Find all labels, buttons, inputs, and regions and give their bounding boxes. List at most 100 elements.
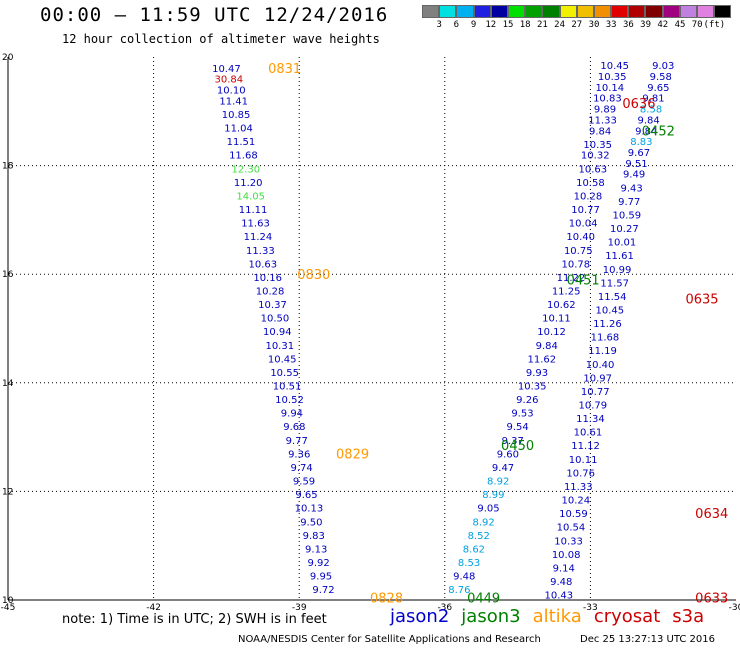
swh-value: 11.68: [591, 333, 620, 344]
swh-value: 9.03: [652, 61, 674, 72]
lon-tick-label: -45: [1, 603, 16, 613]
legend-label: 3: [436, 20, 442, 30]
legend-swatch-17: [714, 5, 732, 18]
swh-value: 9.77: [618, 197, 640, 208]
swh-value: 9.43: [621, 183, 643, 194]
pass-time-label: 0452: [642, 124, 675, 139]
swh-value: 11.33: [564, 482, 593, 493]
swh-value: 9.84: [536, 341, 558, 352]
legend-swatch-14: [662, 5, 680, 18]
swh-value: 9.81: [642, 94, 664, 105]
swh-value: 10.51: [273, 382, 302, 393]
swh-value: 9.74: [290, 463, 312, 474]
swh-value: 9.51: [625, 159, 647, 170]
legend-swatch-15: [679, 5, 697, 18]
swh-value: 9.65: [295, 490, 317, 501]
legend-labels: 3 6 9 12 15 18 21 24 27 30 33 36 39 42 45 70 (ft): [422, 18, 731, 32]
swh-value: 9.67: [628, 148, 650, 159]
legend-swatch-6: [525, 5, 543, 18]
swh-value: 11.12: [571, 441, 600, 452]
swh-value: 9.77: [286, 436, 308, 447]
pass-time-label: 0451: [567, 274, 600, 289]
swh-value: 11.51: [227, 137, 256, 148]
swh-value: 14.05: [236, 191, 265, 202]
swh-value: 11.57: [600, 278, 629, 289]
swh-value: 9.53: [511, 409, 533, 420]
swh-value: 9.50: [300, 517, 322, 528]
swh-value: 10.79: [579, 401, 608, 412]
swh-value: 10.01: [608, 238, 637, 249]
pass-time-label: 0828: [370, 591, 403, 606]
satellite-altika: altika: [532, 606, 582, 627]
lon-tick-label: -33: [583, 603, 598, 613]
legend-label: 15: [502, 20, 514, 30]
swh-value: 10.40: [586, 360, 615, 371]
lat-tick-label: 16: [2, 270, 14, 280]
lat-tick-label: 20: [2, 53, 14, 63]
swh-value: 9.14: [553, 563, 575, 574]
swh-value: 9.65: [647, 83, 669, 94]
legend-label: 30: [588, 20, 600, 30]
swh-value: 11.41: [219, 96, 248, 107]
swh-value: 10.32: [581, 151, 610, 162]
swh-value: 10.08: [552, 550, 581, 561]
swh-value: 8.83: [630, 137, 652, 148]
swh-value: 10.94: [263, 327, 292, 338]
legend-label: 12: [485, 20, 497, 30]
swh-value: 10.16: [253, 273, 282, 284]
swh-value: 10.63: [579, 164, 608, 175]
swh-value: 10.35: [583, 140, 612, 151]
swh-value: 10.85: [222, 110, 251, 121]
swh-value: 9.84: [635, 126, 657, 137]
swh-value: 10.35: [518, 382, 547, 393]
swh-value: 9.13: [305, 544, 327, 555]
swh-value: 11.34: [576, 414, 605, 425]
swh-value: 30.84: [215, 75, 244, 86]
swh-value: 9.95: [310, 572, 332, 583]
swh-value: 10.27: [610, 224, 639, 235]
swh-value: 10.11: [569, 455, 598, 466]
legend-swatch-4: [490, 5, 508, 18]
swh-value: 10.76: [566, 468, 595, 479]
swh-value: 10.59: [559, 509, 588, 520]
swh-value: 9.26: [516, 395, 538, 406]
swh-value: 9.58: [650, 72, 672, 83]
swh-value: 9.47: [492, 463, 514, 474]
lon-tick-label: -30: [729, 603, 740, 613]
swh-value: 8.92: [472, 517, 494, 528]
swh-value: 9.84: [589, 126, 611, 137]
swh-value: 8.76: [448, 585, 470, 596]
swh-value: 10.61: [574, 428, 603, 439]
credit-text: NOAA/NESDIS Center for Satellite Applica…: [238, 634, 541, 645]
swh-value: 8.99: [482, 490, 504, 501]
swh-value: 9.68: [283, 422, 305, 433]
swh-value: 10.77: [581, 387, 610, 398]
swh-value: 12.30: [231, 164, 260, 175]
swh-value: 9.36: [288, 449, 310, 460]
swh-value: 9.93: [526, 368, 548, 379]
legend-label: 24: [554, 20, 566, 30]
swh-value: 10.62: [547, 300, 576, 311]
swh-value: 10.13: [295, 504, 324, 515]
legend-swatch-1: [439, 5, 457, 18]
legend-label: 42: [657, 20, 669, 30]
swh-value: 10.45: [268, 354, 297, 365]
swh-value: 9.48: [550, 577, 572, 588]
legend-label: 21: [536, 20, 548, 30]
swh-value: 8.53: [458, 558, 480, 569]
legend-label: 6: [453, 20, 460, 30]
legend-swatch-2: [456, 5, 474, 18]
legend-label: 39: [640, 20, 652, 30]
swh-value: 9.49: [623, 170, 645, 181]
swh-value: 10.77: [571, 205, 600, 216]
swh-value: 11.63: [241, 219, 270, 230]
swh-value: 9.94: [281, 409, 303, 420]
swh-value: 11.68: [229, 151, 258, 162]
legend-swatch-9: [576, 5, 594, 18]
pass-time-label: 0636: [622, 97, 655, 112]
swh-value: 9.72: [312, 585, 334, 596]
legend-swatch-16: [697, 5, 715, 18]
swh-value: 10.45: [595, 305, 624, 316]
swh-value: 8.92: [487, 477, 509, 488]
swh-value: 10.55: [270, 368, 299, 379]
